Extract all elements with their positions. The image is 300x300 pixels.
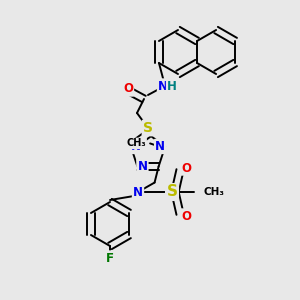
Text: F: F	[106, 251, 114, 265]
Text: N: N	[131, 140, 141, 153]
Text: N: N	[133, 185, 143, 199]
Text: CH₃: CH₃	[127, 138, 146, 148]
Text: N: N	[158, 80, 168, 92]
Text: CH₃: CH₃	[204, 187, 225, 197]
Text: H: H	[167, 80, 177, 92]
Text: O: O	[181, 161, 191, 175]
Text: S: S	[167, 184, 178, 200]
Text: S: S	[143, 121, 153, 135]
Text: N: N	[137, 160, 147, 173]
Text: O: O	[123, 82, 133, 95]
Text: N: N	[155, 140, 165, 153]
Text: O: O	[181, 209, 191, 223]
